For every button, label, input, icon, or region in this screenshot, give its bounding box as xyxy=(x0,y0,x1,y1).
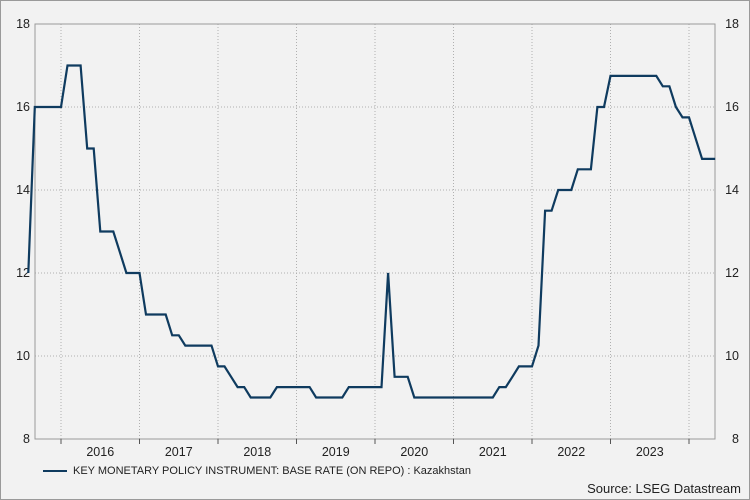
series-line-base-rate xyxy=(27,64,716,399)
y-tick-label-left: 16 xyxy=(16,100,30,114)
y-tick-label-left: 14 xyxy=(16,183,30,197)
y-tick-label-right: 16 xyxy=(725,100,739,114)
x-tick-label: 2016 xyxy=(86,445,114,459)
y-tick-label-left: 12 xyxy=(16,266,30,280)
x-tick-label: 2019 xyxy=(322,445,350,459)
x-tick-label: 2021 xyxy=(479,445,507,459)
y-tick-label-right: 14 xyxy=(725,183,739,197)
y-tick-label-right: 8 xyxy=(732,432,739,446)
x-tick-label: 2017 xyxy=(165,445,193,459)
x-tick-label: 2023 xyxy=(636,445,664,459)
x-tick-label: 2020 xyxy=(400,445,428,459)
y-tick-label-right: 12 xyxy=(725,266,739,280)
legend-swatch xyxy=(43,470,67,472)
y-tick-label-left: 8 xyxy=(23,432,30,446)
y-tick-label-right: 18 xyxy=(725,17,739,31)
source-note: Source: LSEG Datastream xyxy=(587,481,741,496)
legend: KEY MONETARY POLICY INSTRUMENT: BASE RAT… xyxy=(43,463,471,479)
y-tick-label-left: 10 xyxy=(16,349,30,363)
legend-label: KEY MONETARY POLICY INSTRUMENT: BASE RAT… xyxy=(73,465,471,477)
x-tick-label: 2022 xyxy=(557,445,585,459)
y-tick-label-left: 18 xyxy=(16,17,30,31)
x-tick-label: 2018 xyxy=(243,445,271,459)
y-tick-label-right: 10 xyxy=(725,349,739,363)
